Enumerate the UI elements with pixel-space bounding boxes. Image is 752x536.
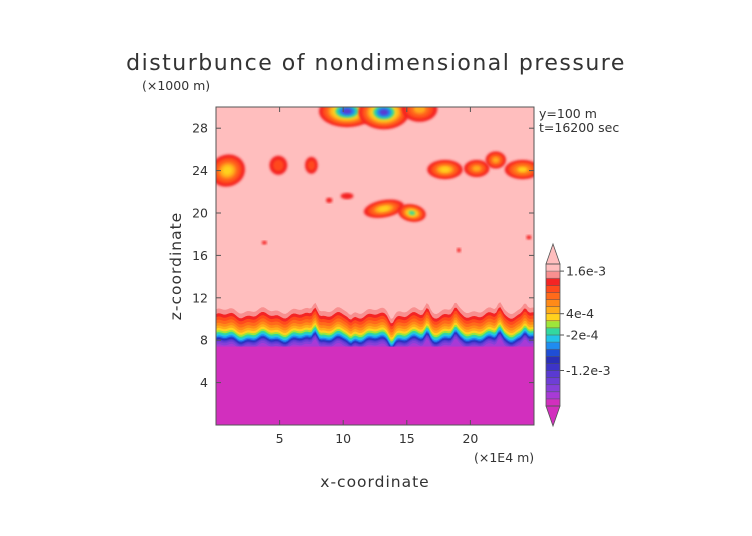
- colorbar-swatch: [546, 349, 560, 357]
- disturbance-blob: [342, 108, 352, 115]
- disturbance-blob: [379, 109, 389, 116]
- colorbar-swatch: [546, 377, 560, 386]
- plot-frame: [215, 106, 535, 426]
- disturbance-blob: [492, 157, 500, 163]
- y-tick-label: 24: [192, 163, 208, 178]
- disturbance-blob: [261, 240, 267, 245]
- chart-title: disturbunce of nondimensional pressure: [126, 51, 626, 76]
- disturbance-blob: [326, 197, 333, 203]
- disturbance-blob: [378, 206, 390, 212]
- colorbar-swatch: [546, 313, 560, 322]
- colorbar-tick-label: 4e-4: [566, 306, 594, 321]
- colorbar-swatch: [546, 356, 560, 364]
- colorbar-swatch: [546, 327, 560, 336]
- disturbance-blob: [413, 107, 426, 114]
- colorbar-swatch: [546, 363, 560, 371]
- x-tick-label: 15: [399, 431, 415, 446]
- disturbance-blob: [457, 247, 461, 253]
- x-axis-ticks: 5 10 15 20: [276, 107, 478, 446]
- y-tick-label: 12: [192, 290, 208, 305]
- y-axis-ticks: 4 8 12 16 20 24 28: [192, 121, 534, 390]
- colorbar-swatch: [546, 271, 560, 279]
- colorbar-swatch: [546, 320, 560, 329]
- colorbar-swatch: [546, 285, 560, 293]
- y-tick-label: 16: [192, 248, 208, 263]
- colorbar-bottom-arrow: [545, 405, 561, 428]
- colorbar-swatch: [546, 384, 560, 393]
- colorbar-tick-label: -1.2e-3: [566, 363, 611, 378]
- colorbar-swatch: [546, 370, 560, 379]
- disturbance-blob: [272, 159, 284, 172]
- colorbar-swatch: [546, 391, 560, 400]
- colorbar-swatch: [546, 299, 560, 308]
- disturbance-blob: [340, 192, 354, 200]
- y-axis-label: z-coordinate: [167, 212, 185, 320]
- y-tick-label: 4: [200, 375, 208, 390]
- x-unit-label: (×1E4 m): [474, 450, 534, 465]
- y-tick-label: 8: [200, 333, 208, 348]
- x-axis-label: x-coordinate: [320, 473, 429, 491]
- colorbar-swatch: [546, 335, 560, 343]
- colorbar-tick-label: 1.6e-3: [566, 264, 606, 279]
- disturbance-blob: [526, 235, 532, 240]
- colorbar-tick-label: -2e-4: [566, 328, 599, 343]
- x-tick-label: 5: [276, 431, 284, 446]
- disturbance-blob: [440, 166, 450, 173]
- annotation-y-position: y=100 m: [539, 106, 597, 121]
- colorbar-swatch: [546, 306, 560, 315]
- disturbance-blob: [307, 160, 316, 171]
- y-tick-label: 28: [192, 121, 208, 136]
- annotation-time: t=16200 sec: [539, 120, 619, 135]
- colorbar-swatch: [546, 292, 560, 300]
- colorbar-top-arrow: [545, 242, 561, 265]
- colorbar-swatch: [546, 278, 560, 286]
- colorbar: 1.6e-3 4e-4 -2e-4 -1.2e-3: [545, 242, 611, 428]
- contour-field: [216, 107, 534, 425]
- colorbar-swatch: [546, 398, 560, 407]
- lower-layer-field: [216, 346, 534, 425]
- y-unit-label: (×1000 m): [142, 78, 210, 93]
- disturbance-blob: [222, 166, 233, 176]
- x-tick-label: 20: [462, 431, 478, 446]
- x-tick-label: 10: [335, 431, 351, 446]
- colorbar-swatch: [546, 264, 560, 272]
- disturbance-blob: [472, 165, 482, 172]
- colorbar-swatch: [546, 342, 560, 350]
- disturbance-blob: [517, 166, 528, 173]
- y-tick-label: 20: [192, 206, 208, 221]
- disturbance-blob: [408, 210, 416, 216]
